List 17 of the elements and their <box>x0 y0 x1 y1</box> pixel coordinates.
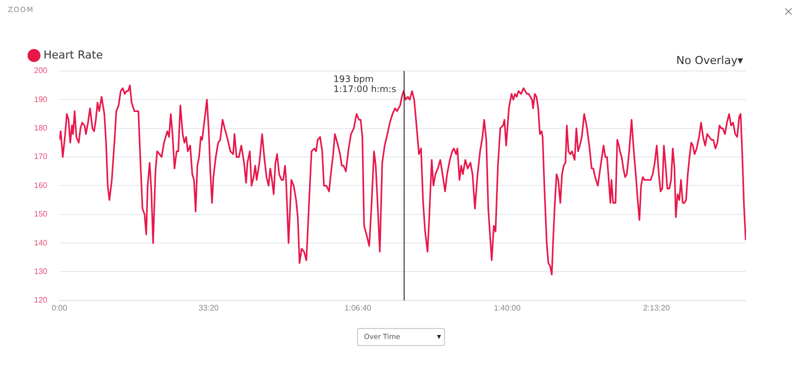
x-tick-label: 1:06:40 <box>344 303 372 312</box>
x-tick-label: 2:13:20 <box>643 303 670 312</box>
y-tick-label: 160 <box>34 180 48 190</box>
legend-label: Heart Rate <box>44 48 104 62</box>
annotation: 193 bpm 1:17:00 h:m:s <box>333 75 396 96</box>
y-tick-label: 150 <box>34 210 48 219</box>
x-tick-label: 33:20 <box>198 303 220 312</box>
x-tick-label: 0:00 <box>52 303 68 312</box>
y-tick-label: 120 <box>34 296 48 305</box>
x-tick-label: 1:40:00 <box>494 303 522 312</box>
y-tick-label: 190 <box>34 94 48 104</box>
y-tick-label: 180 <box>34 124 48 133</box>
y-tick-label: 200 <box>34 66 48 76</box>
y-tick-label: 130 <box>34 266 48 276</box>
text: No Overlay▾ <box>676 54 743 67</box>
y-tick-label: 140 <box>34 238 48 248</box>
y-tick-label: 170 <box>34 152 48 162</box>
